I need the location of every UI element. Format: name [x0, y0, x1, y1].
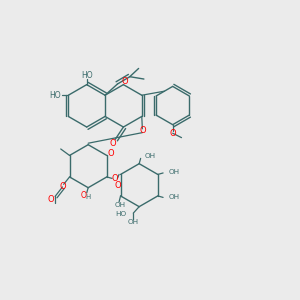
Text: O: O [59, 182, 66, 191]
Text: HO: HO [81, 71, 92, 80]
Text: O: O [110, 139, 116, 148]
Text: O: O [112, 174, 118, 183]
Text: OH: OH [128, 219, 139, 225]
Text: O: O [114, 181, 121, 190]
Text: OH: OH [169, 169, 180, 175]
Text: O: O [139, 126, 146, 135]
Text: HO: HO [49, 91, 61, 100]
Text: O: O [81, 190, 87, 200]
Text: OH: OH [114, 202, 125, 208]
Text: O: O [107, 149, 114, 158]
Text: H: H [85, 194, 90, 200]
Text: O: O [121, 77, 128, 86]
Text: O: O [169, 129, 176, 138]
Text: OH: OH [169, 194, 180, 200]
Text: OH: OH [145, 153, 156, 159]
Text: HO: HO [115, 211, 126, 217]
Text: O: O [48, 195, 55, 204]
